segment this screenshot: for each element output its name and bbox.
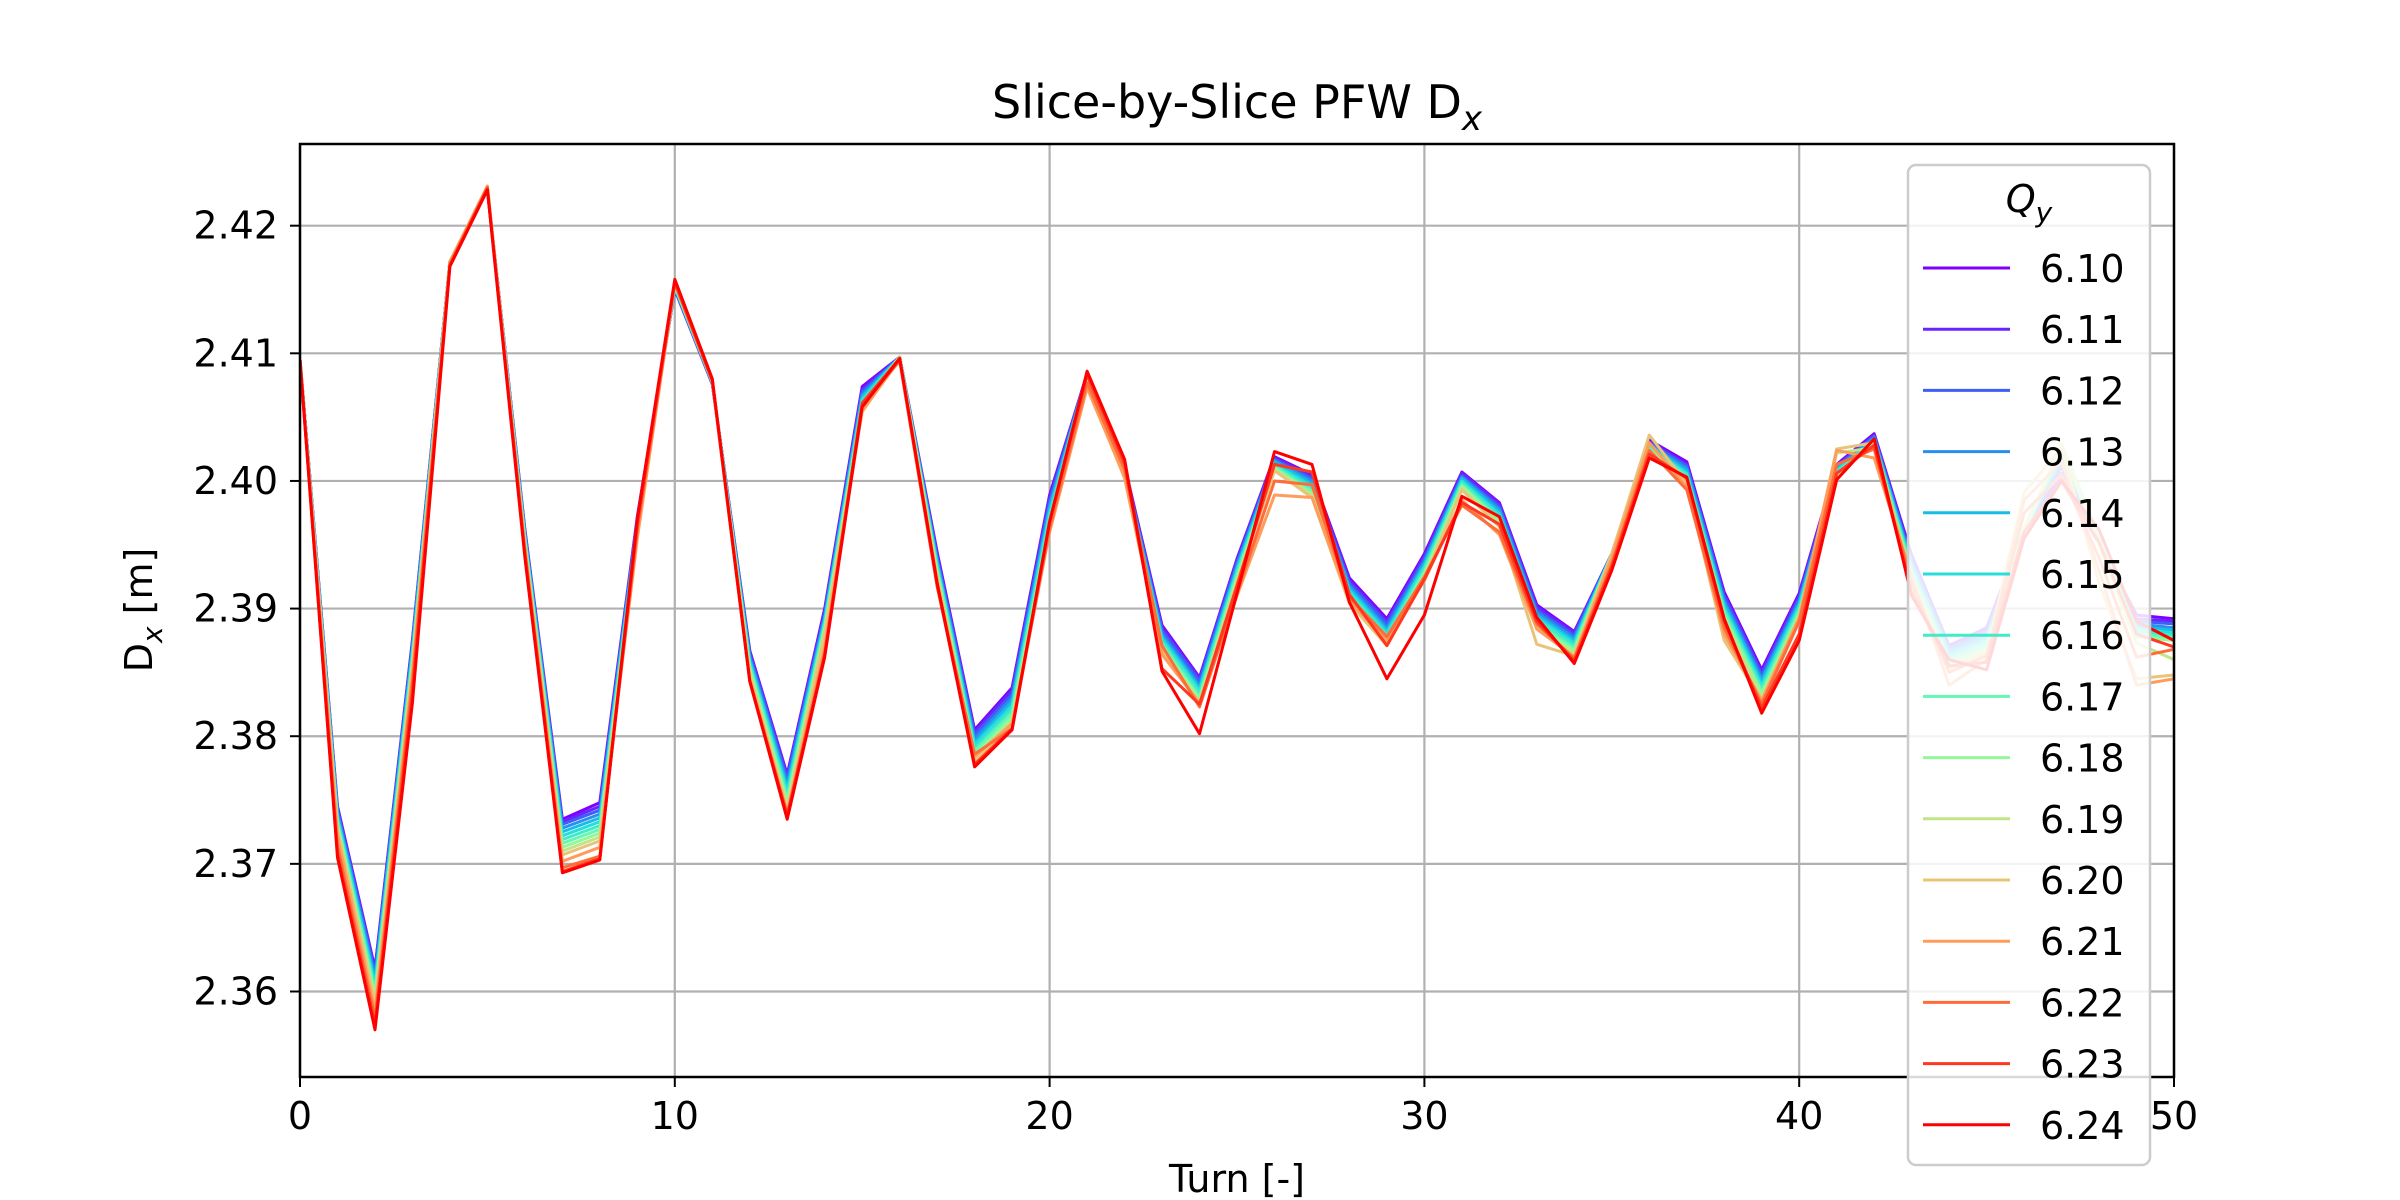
legend-label: 6.13 — [2040, 431, 2125, 475]
y-tick-label: 2.42 — [193, 204, 278, 248]
chart-title: Slice-by-Slice PFW Dx — [992, 75, 1483, 139]
series-line-6.24 — [300, 188, 2174, 1032]
y-axis-label: Dx [m] — [117, 548, 169, 673]
legend-label: 6.19 — [2040, 798, 2125, 842]
legend-label: 6.11 — [2040, 308, 2125, 352]
y-axis: 2.36 2.37 2.38 2.39 2.40 2.41 2.42 — [193, 204, 300, 1013]
legend: Qy 6.106.116.126.136.146.156.166.176.186… — [1906, 163, 2152, 1167]
x-tick-label: 50 — [2150, 1094, 2198, 1138]
y-tick-label: 2.37 — [193, 842, 278, 886]
legend-label: 6.23 — [2040, 1043, 2125, 1087]
legend-label: 6.22 — [2040, 981, 2125, 1025]
legend-box — [1906, 163, 2152, 1167]
y-tick-label: 2.36 — [193, 969, 278, 1013]
legend-entries: 6.10 6.11 6.12 6.13 6.14 6.15 6.16 6.17 6.18 6.19… — [1923, 247, 2125, 1148]
y-tick-label: 2.38 — [193, 714, 278, 758]
x-tick-label: 10 — [651, 1094, 699, 1138]
legend-label: 6.14 — [2040, 492, 2125, 536]
x-tick-label: 30 — [1400, 1094, 1448, 1138]
legend-title: Qy — [2006, 177, 2053, 229]
legend-label: 6.18 — [2040, 737, 2125, 781]
x-tick-label: 0 — [288, 1094, 312, 1138]
x-tick-label: 40 — [1775, 1094, 1823, 1138]
y-tick-label: 2.39 — [193, 587, 278, 631]
legend-label: 6.10 — [2040, 247, 2125, 291]
legend-label: 6.24 — [2040, 1104, 2125, 1148]
y-tick-label: 2.40 — [193, 459, 278, 503]
y-tick-label: 2.41 — [193, 331, 278, 375]
legend-label: 6.12 — [2040, 369, 2125, 413]
x-tick-label: 20 — [1025, 1094, 1073, 1138]
legend-label: 6.15 — [2040, 553, 2125, 597]
legend-label: 6.17 — [2040, 675, 2125, 719]
x-axis-label: Turn [-] — [1168, 1157, 1305, 1200]
legend-label: 6.20 — [2040, 859, 2125, 903]
legend-label: 6.16 — [2040, 614, 2125, 658]
x-axis: 0 10 20 30 40 50 — [288, 1077, 2198, 1138]
series-layer — [300, 184, 2174, 1032]
plot-frame — [298, 142, 2176, 1079]
legend-label: 6.21 — [2040, 920, 2125, 964]
